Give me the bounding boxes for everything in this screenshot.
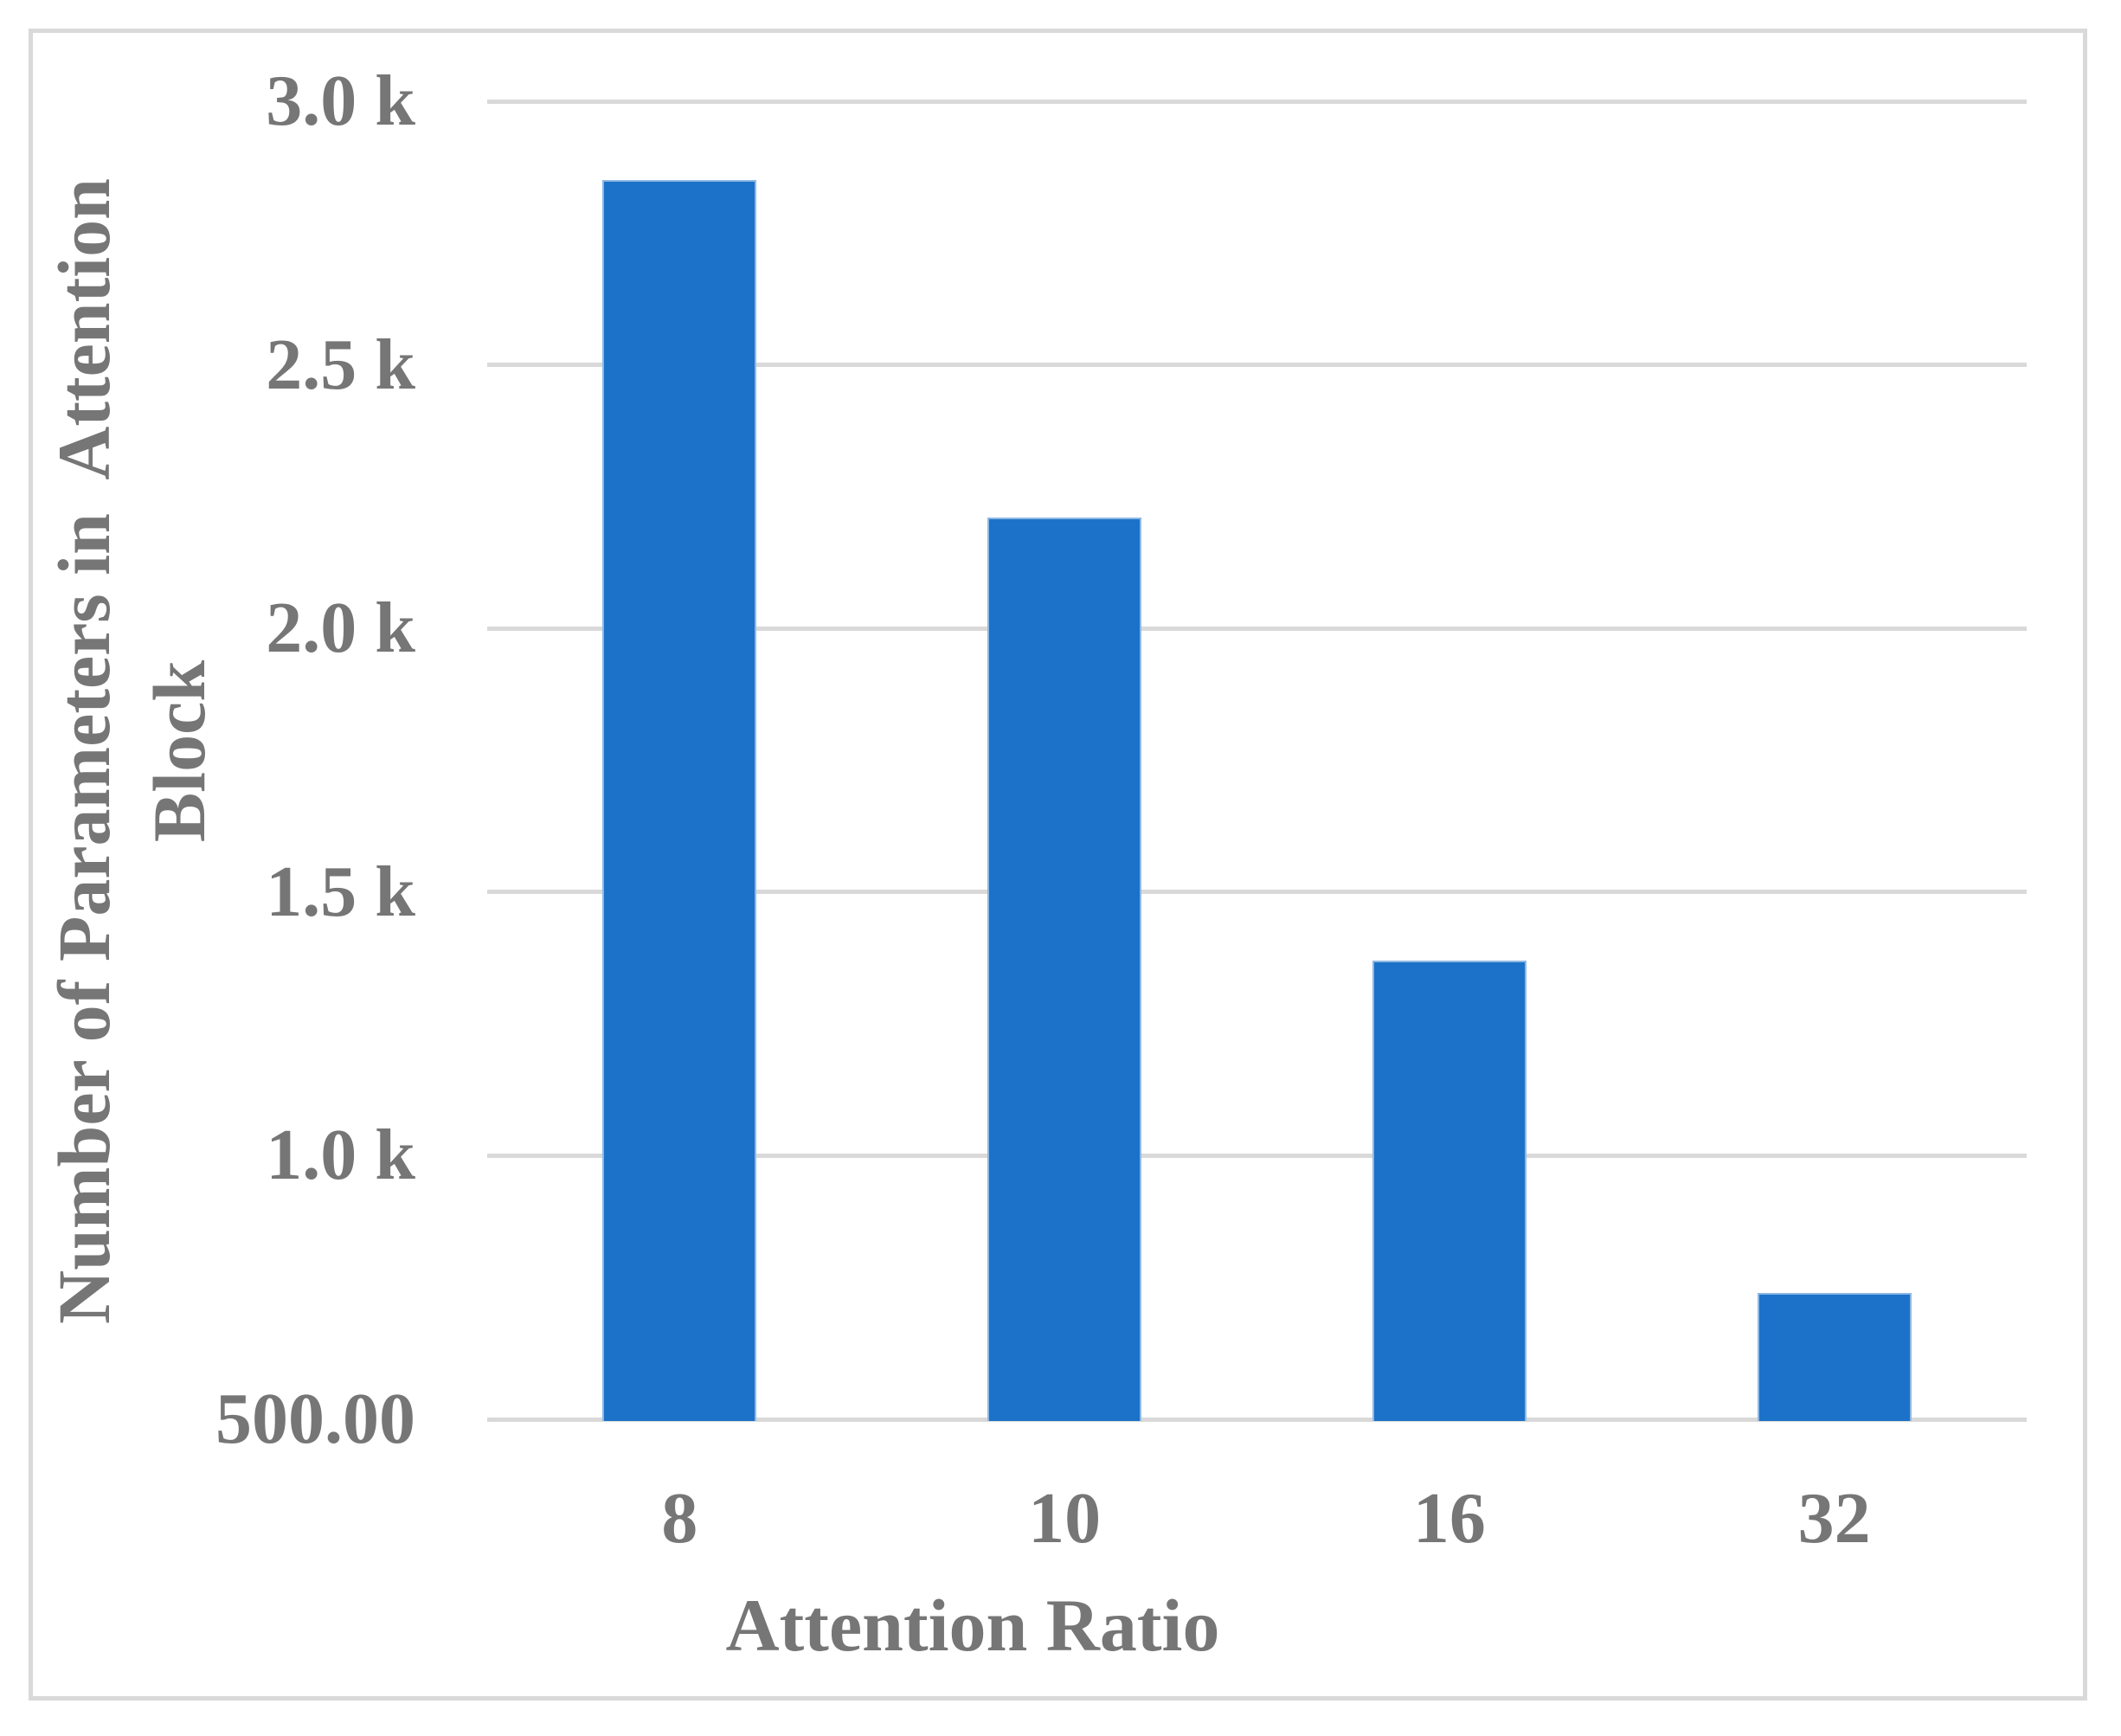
gridline	[487, 1153, 2027, 1158]
bar-10	[987, 518, 1142, 1421]
y-axis-title: Number of Parameters in Attention Block	[42, 178, 221, 1325]
x-axis-title: Attention Ratio	[725, 1584, 1220, 1667]
gridline	[487, 99, 2027, 104]
y-tick-label: 1.5 k	[266, 851, 415, 932]
x-tick-label: 32	[1797, 1478, 1871, 1559]
bar-32	[1757, 1292, 1912, 1421]
y-tick-label: 1.0 k	[266, 1115, 415, 1196]
x-tick-label: 8	[661, 1478, 698, 1559]
bar-8	[602, 180, 757, 1421]
gridline	[487, 1417, 2027, 1422]
y-tick-label: 2.5 k	[266, 324, 415, 405]
bar-16	[1372, 960, 1526, 1421]
y-tick-label: 3.0 k	[266, 61, 415, 141]
y-tick-label: 2.0 k	[266, 588, 415, 669]
x-tick-label: 10	[1028, 1478, 1102, 1559]
gridline	[487, 626, 2027, 631]
gridline	[487, 890, 2027, 895]
y-tick-label: 500.00	[215, 1379, 415, 1459]
gridline	[487, 363, 2027, 368]
x-tick-label: 16	[1412, 1478, 1486, 1559]
